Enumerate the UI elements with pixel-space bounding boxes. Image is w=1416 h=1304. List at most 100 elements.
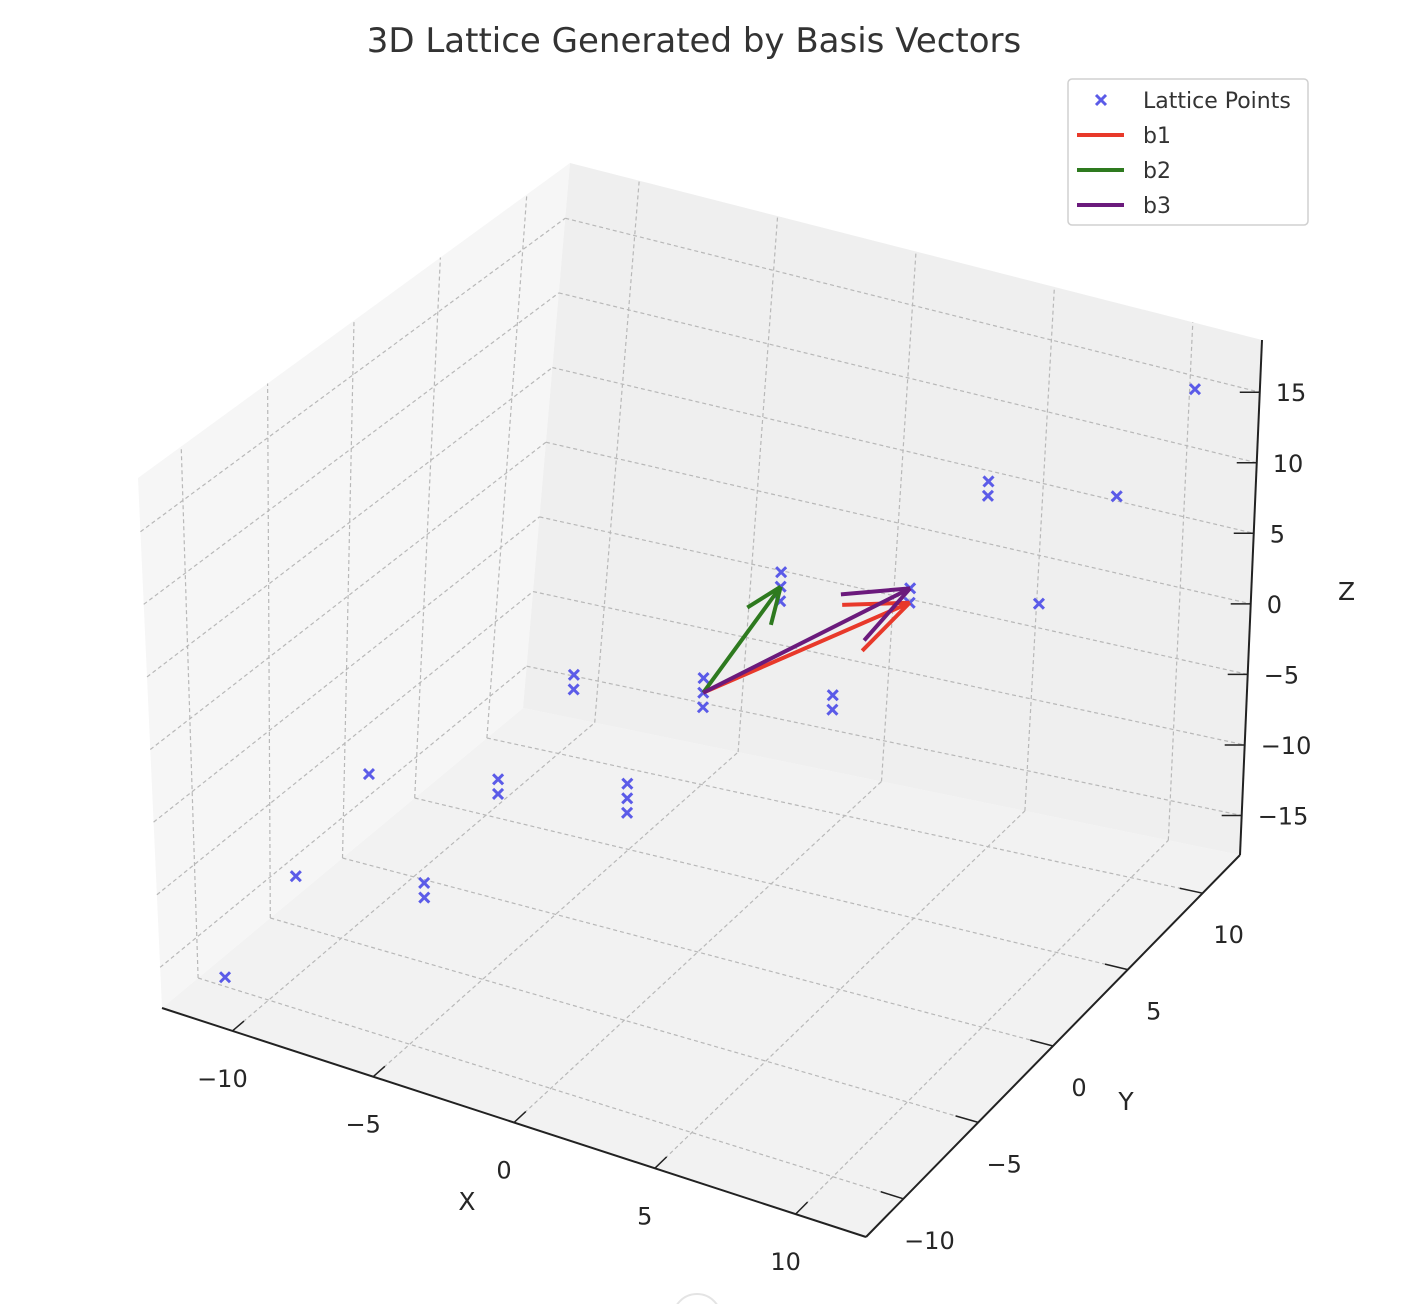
- z-tick-label: −15: [1258, 802, 1309, 830]
- legend-box: [1067, 78, 1309, 226]
- gridline-x: [737, 216, 779, 753]
- y-axis-label: Y: [1117, 1087, 1134, 1116]
- z-tick-label: −10: [1261, 732, 1312, 760]
- gridline-x: [795, 839, 1169, 1215]
- y-tick-mark: [1030, 1039, 1054, 1047]
- lattice-point-stroke: [775, 566, 788, 579]
- vector-head-b2: [746, 585, 782, 610]
- x-tick-label: −10: [197, 1065, 248, 1093]
- left-wall-pane: [138, 163, 570, 1008]
- lattice-point: [775, 566, 788, 579]
- gridline-y: [414, 257, 441, 799]
- gridline-z: [159, 665, 527, 968]
- z-tick-label: 0: [1267, 591, 1282, 619]
- lattice-point-stroke: [697, 672, 710, 685]
- lattice-point-stroke: [620, 806, 634, 819]
- lattice-point-stroke: [492, 773, 505, 786]
- data-marks: [218, 383, 1202, 984]
- z-tick-label: 10: [1273, 450, 1304, 478]
- lattice-point-stroke: [491, 787, 505, 800]
- z-tick-label: −5: [1264, 661, 1299, 689]
- z-axis-label: Z: [1338, 577, 1355, 606]
- gridline-x: [1167, 322, 1194, 841]
- lattice-point-stroke: [289, 870, 302, 883]
- x-tick-label: −5: [346, 1111, 381, 1139]
- lattice-point-stroke: [1032, 597, 1046, 610]
- vector-head-b3: [840, 586, 911, 597]
- lattice-point: [362, 767, 376, 781]
- lattice-point: [567, 668, 580, 681]
- x-tick-mark: [654, 1156, 668, 1169]
- vector-head-b2: [768, 586, 783, 626]
- gridline-z: [140, 217, 566, 533]
- lattice-point-stroke: [981, 489, 994, 502]
- gridline-z: [156, 591, 534, 896]
- gridline-x: [232, 722, 596, 1032]
- z-axis-line: [1239, 339, 1263, 856]
- lattice-point: [1032, 597, 1046, 610]
- lattice-point: [491, 787, 505, 800]
- gridline-x: [654, 810, 1026, 1169]
- lattice-point-stroke: [567, 668, 580, 681]
- lattice-point: [826, 689, 839, 702]
- gridline-y: [180, 446, 199, 979]
- x-axis-label: X: [458, 1187, 475, 1216]
- vector-shaft-b3: [702, 586, 912, 695]
- lattice-point-stroke: [1110, 490, 1123, 503]
- lattice-point-stroke: [418, 876, 431, 890]
- lattice-point: [621, 792, 634, 805]
- y-tick-label: −10: [904, 1227, 955, 1255]
- legend-x-marker-icon: [1094, 93, 1108, 107]
- vector-head-b1: [860, 601, 912, 653]
- lattice-point: [492, 773, 505, 786]
- axes-panes: [138, 163, 1262, 1237]
- gridline-z: [526, 665, 1242, 817]
- y-tick-mark: [1179, 887, 1203, 894]
- gridlines: [140, 180, 1260, 1215]
- lattice-point: [418, 891, 431, 904]
- gridline-y: [342, 857, 1054, 1047]
- lattice-point: [218, 971, 232, 984]
- lattice-point: [696, 701, 709, 714]
- lattice-point: [289, 870, 302, 883]
- gridline-y: [270, 917, 979, 1123]
- x-tick-mark: [513, 1111, 527, 1124]
- gridline-y: [486, 737, 1203, 894]
- lattice-point-stroke: [696, 701, 709, 714]
- y-tick-label: 10: [1213, 921, 1244, 949]
- legend-label: Lattice Points: [1143, 89, 1291, 114]
- y-tick-label: 0: [1071, 1074, 1086, 1102]
- y-tick-mark: [955, 1115, 979, 1124]
- lattice-point-stroke: [982, 475, 995, 488]
- gridline-z: [153, 516, 540, 823]
- z-tick-label: 5: [1270, 520, 1285, 548]
- legend-item-b2: b2: [1077, 159, 1171, 184]
- lattice-point-stroke: [621, 777, 634, 790]
- vector-head-b3: [862, 586, 912, 642]
- lattice-point: [982, 475, 995, 488]
- x-tick-label: 5: [637, 1202, 652, 1230]
- lattice-point: [1188, 383, 1202, 396]
- lattice-point-stroke: [418, 891, 431, 904]
- tick-labels: −10 −5 0 5 10 −10 −5 0 5 10 −15 −10 −5 0 5 10 15: [197, 379, 1311, 1276]
- z-tick-label: 15: [1276, 379, 1307, 407]
- x-tick-mark: [372, 1065, 386, 1078]
- gridline-x: [372, 751, 739, 1078]
- lattice-point: [418, 876, 431, 890]
- lattice-point-stroke: [362, 767, 376, 781]
- gridline-y: [414, 797, 1128, 971]
- x-tick-label: 0: [496, 1157, 511, 1185]
- gridline-x: [880, 251, 917, 782]
- lattice-point-stroke: [621, 792, 634, 805]
- gridline-z: [545, 441, 1251, 605]
- y-tick-mark: [880, 1191, 904, 1200]
- lattice-point-stroke: [826, 703, 839, 716]
- gridline-z: [143, 292, 560, 605]
- gridline-z: [558, 292, 1257, 464]
- x-tick-mark: [795, 1201, 809, 1215]
- x-tick-mark: [231, 1020, 245, 1032]
- gridline-z: [532, 590, 1245, 746]
- lattice-point: [621, 777, 634, 790]
- legend-label: b1: [1143, 124, 1171, 149]
